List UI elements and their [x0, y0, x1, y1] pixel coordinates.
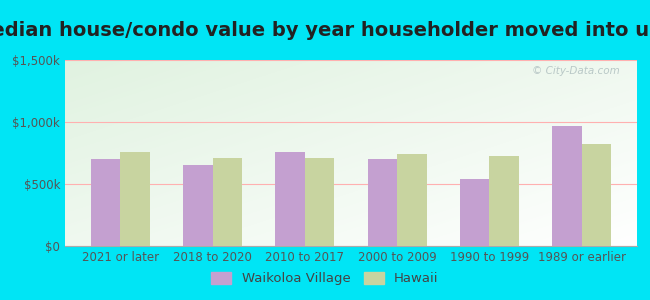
Bar [276, 152, 305, 246]
Bar [213, 158, 242, 246]
Bar [91, 159, 120, 246]
Text: Median house/condo value by year householder moved into unit: Median house/condo value by year househo… [0, 21, 650, 40]
Bar [460, 179, 489, 246]
Bar [368, 159, 397, 246]
Legend: Waikoloa Village, Hawaii: Waikoloa Village, Hawaii [206, 266, 444, 290]
Bar [489, 156, 519, 246]
Bar [305, 158, 334, 246]
Bar [552, 126, 582, 246]
Bar [183, 165, 213, 246]
Bar [120, 152, 150, 246]
Text: © City-Data.com: © City-Data.com [532, 66, 620, 76]
Bar [397, 154, 426, 246]
Bar [582, 144, 611, 246]
